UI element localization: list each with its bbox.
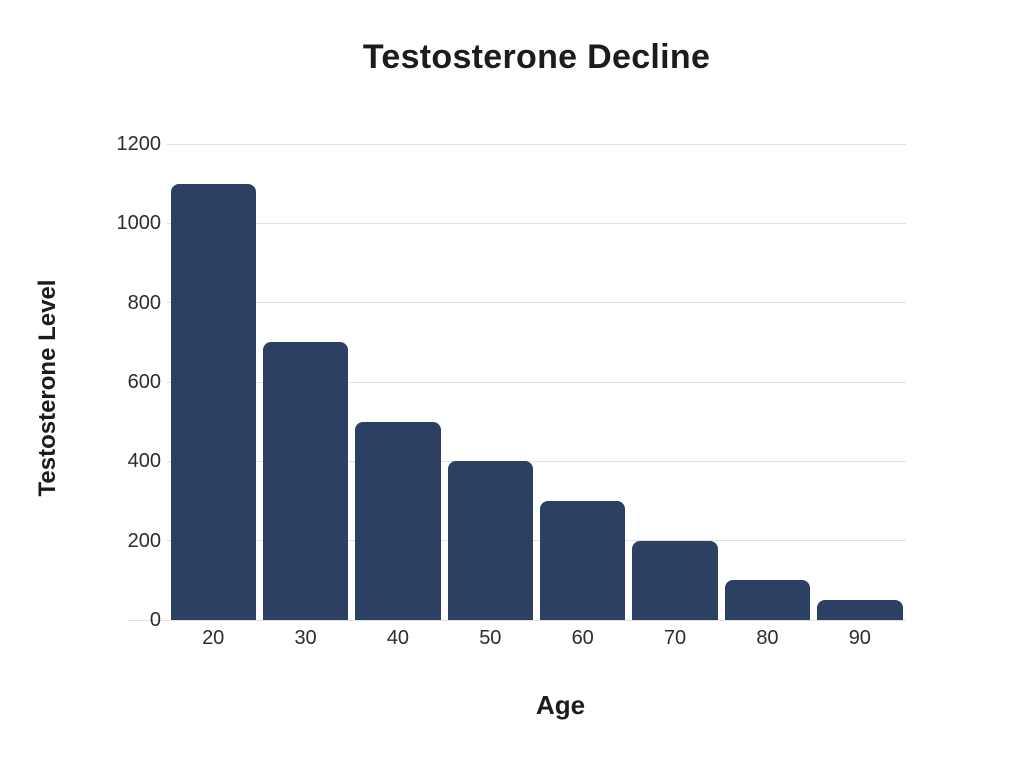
chart-title: Testosterone Decline (362, 38, 711, 76)
bar-slot-70 (629, 144, 721, 620)
bar-60 (540, 501, 626, 620)
gridline (167, 302, 906, 304)
x-tick-label-50: 50 (479, 627, 502, 649)
bar-slot-40 (352, 144, 444, 620)
x-tick-label-40: 40 (386, 627, 410, 649)
gridline (167, 222, 906, 224)
bar-80 (724, 580, 811, 620)
bar-slot-30 (259, 144, 351, 620)
bar-50 (447, 461, 533, 620)
x-tick-label-30: 30 (294, 627, 317, 649)
gridline (167, 460, 906, 462)
gridlines-layer (127, 143, 906, 621)
y-tick-label-1200: 1200 (116, 133, 162, 155)
x-tick-labels: 20 30 40 50 60 70 80 90 (167, 627, 906, 650)
bar-40 (355, 421, 441, 620)
bar-70 (632, 540, 718, 620)
bar-20 (170, 183, 256, 620)
bar-30 (262, 342, 349, 620)
x-tick-label-20: 20 (202, 627, 225, 649)
gridline-baseline (127, 619, 906, 621)
y-axis-title: Testosterone Level (34, 279, 61, 497)
bar-slot-80 (721, 144, 813, 620)
y-tick-label-200: 200 (127, 529, 161, 552)
y-tick-label-600: 600 (127, 371, 161, 393)
y-tick-label-1000: 1000 (116, 212, 162, 235)
y-tick-label-400: 400 (127, 450, 161, 473)
y-tick-label-800: 800 (127, 291, 161, 314)
bar-slot-60 (537, 144, 629, 620)
x-tick-label-60: 60 (571, 627, 594, 649)
x-tick-label-80: 80 (756, 627, 779, 649)
bar-slot-90 (814, 144, 906, 620)
gridline (167, 381, 906, 383)
plot-area: 0 200 400 600 800 1000 1200 20 30 40 50 60 70 80 90 (117, 134, 906, 649)
bar-slot-50 (444, 144, 536, 620)
x-axis-title: Age (535, 690, 586, 720)
gridline (167, 540, 906, 542)
gridline (167, 143, 906, 145)
bar-90 (817, 600, 903, 620)
x-tick-label-70: 70 (663, 627, 687, 649)
bar-slot-20 (167, 144, 259, 620)
bars-layer (167, 144, 906, 620)
x-tick-label-90: 90 (848, 627, 871, 649)
